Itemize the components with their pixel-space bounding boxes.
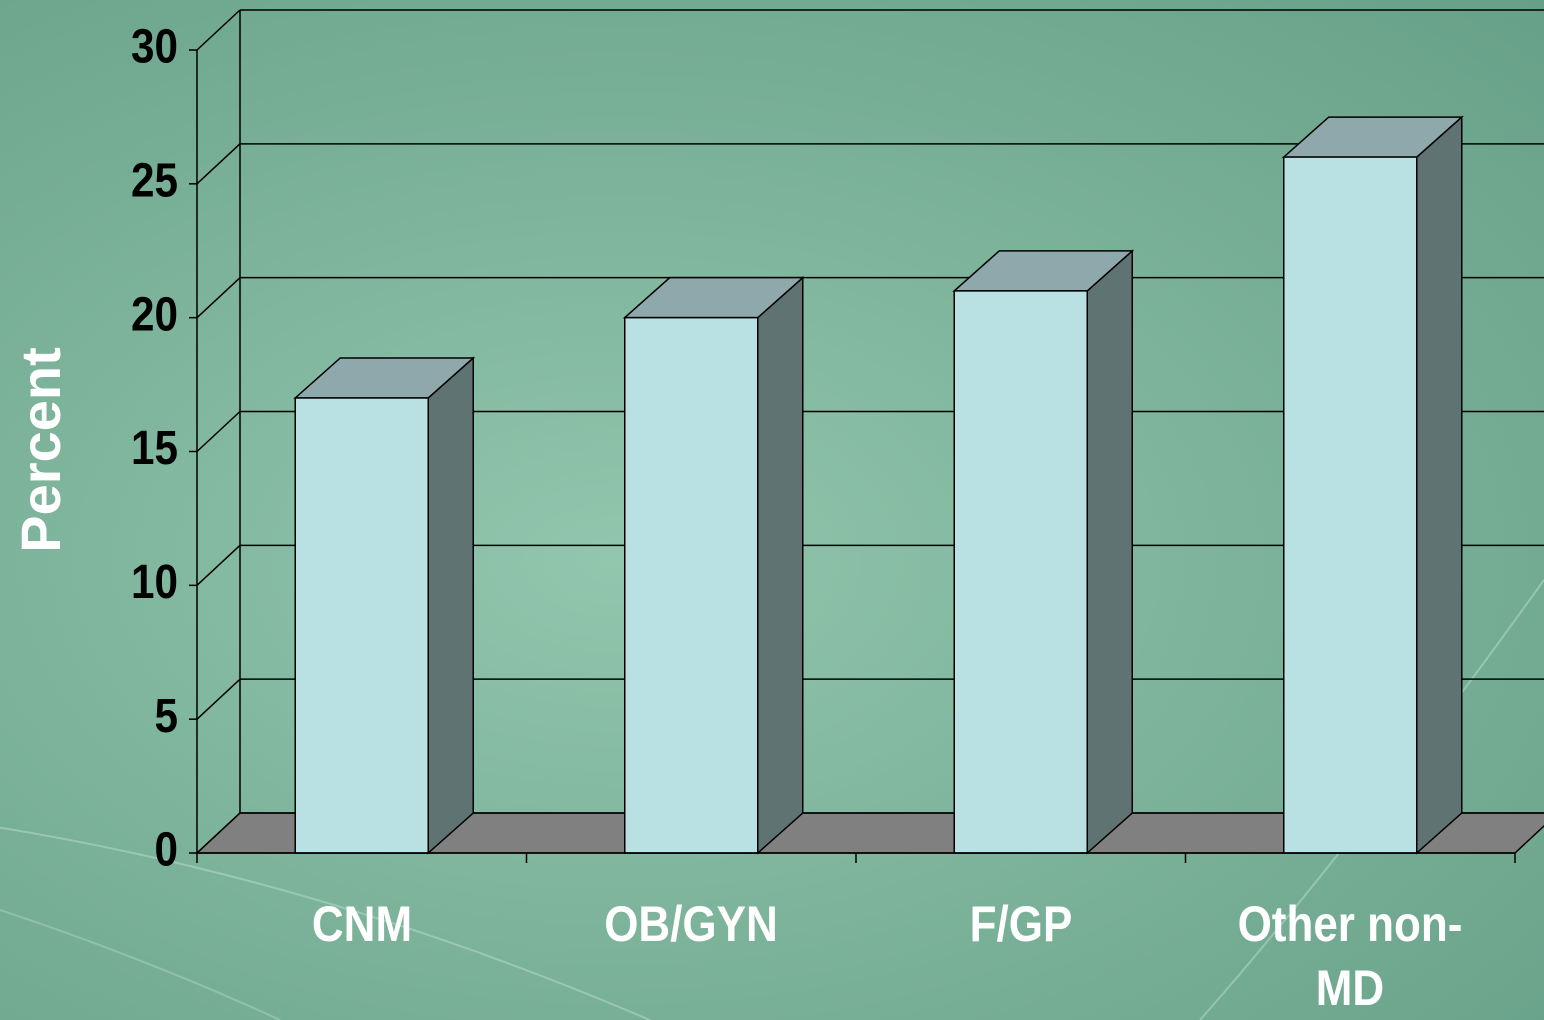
decor-curve bbox=[0, 826, 651, 1020]
x-tick-label: F/GP bbox=[969, 896, 1073, 952]
bar-side bbox=[757, 275, 804, 855]
y-tick-label: 20 bbox=[131, 287, 178, 341]
x-tick-label: Other non-MD bbox=[1237, 896, 1463, 1016]
y-tick-label: 10 bbox=[131, 554, 178, 608]
y-axis-label: Percent bbox=[9, 347, 72, 552]
bar-side bbox=[427, 356, 474, 855]
bar-side bbox=[1416, 115, 1463, 855]
x-tick-label: OB/GYN bbox=[604, 896, 779, 952]
side-grid-line bbox=[196, 9, 241, 51]
y-tick-label: 30 bbox=[131, 19, 178, 73]
bar bbox=[953, 290, 1088, 854]
side-grid-line bbox=[196, 678, 241, 720]
decor-curve bbox=[0, 909, 281, 1020]
y-tick-label: 15 bbox=[131, 421, 178, 475]
side-grid-line bbox=[196, 277, 241, 319]
bar-side bbox=[1086, 249, 1133, 855]
bar bbox=[1283, 156, 1418, 854]
side-grid-line bbox=[196, 410, 241, 453]
bar bbox=[294, 397, 429, 854]
y-tick-label: 25 bbox=[131, 153, 178, 207]
side-grid-line bbox=[196, 544, 241, 586]
x-tick-label: CNM bbox=[311, 896, 412, 952]
y-tick-label: 0 bbox=[155, 822, 178, 876]
side-grid-line bbox=[196, 812, 241, 854]
side-grid-line bbox=[196, 143, 241, 185]
y-tick-label: 5 bbox=[155, 688, 178, 742]
bar bbox=[624, 316, 759, 854]
